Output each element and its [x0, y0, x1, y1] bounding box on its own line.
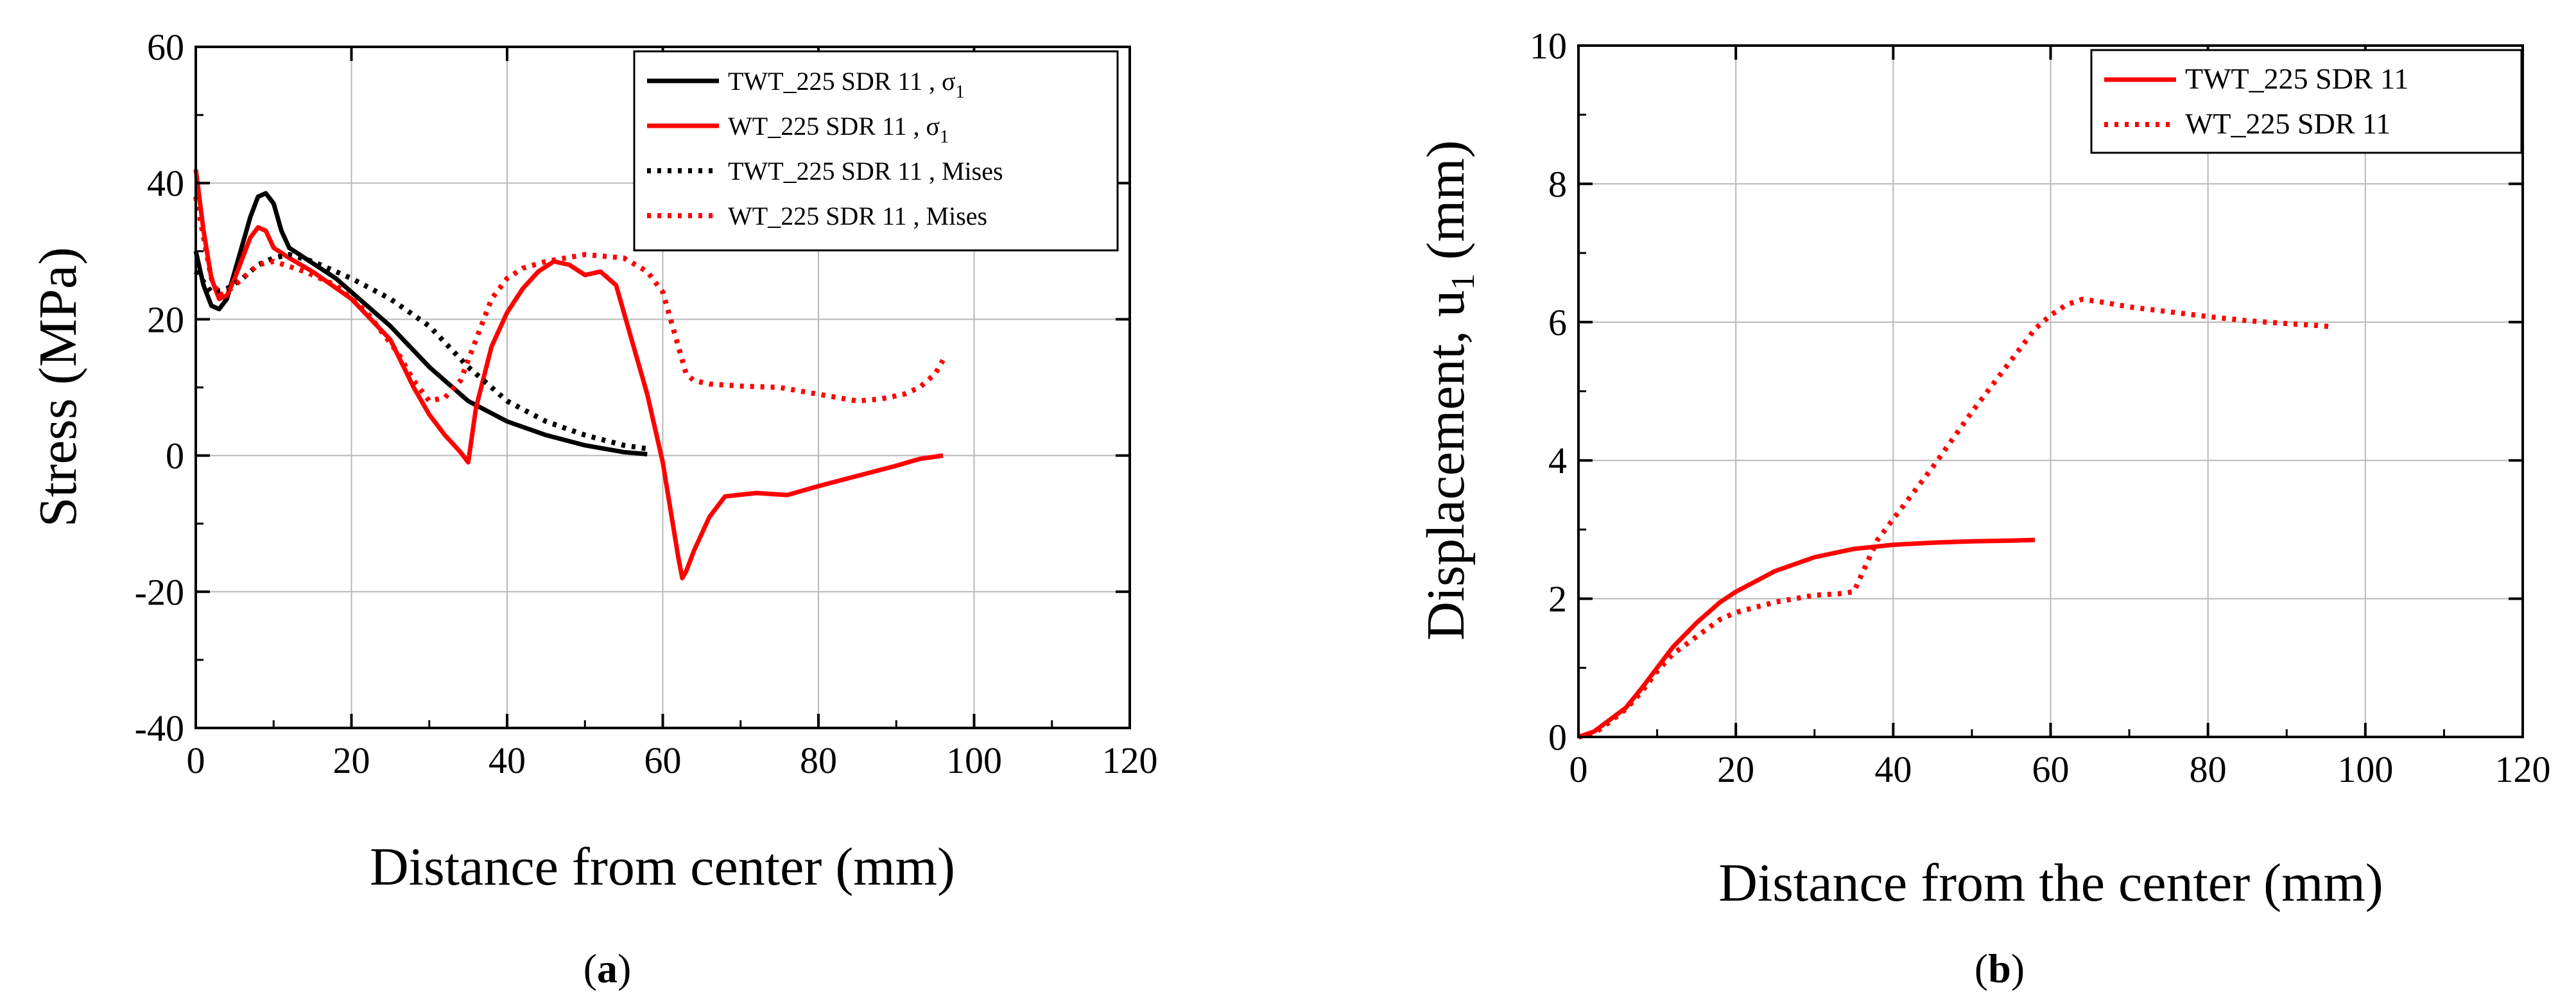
chart-a-x-tick-label: 120 [1102, 740, 1158, 781]
chart-b-x-tick-label: 40 [1874, 749, 1912, 790]
chart-a-series [193, 169, 946, 581]
chart-a-y-tick-label: 60 [147, 26, 184, 68]
chart-a-legend-label-text: WT_225 SDR 11 , σ [728, 112, 940, 141]
chart-a-legend-label-text: TWT_225 SDR 11 , Mises [728, 157, 1003, 186]
chart-b-legend: TWT_225 SDR 11 WT_225 SDR 11 [2090, 49, 2523, 154]
chart-a-caption-letter: a [597, 946, 618, 991]
chart-a-y-tick-label: -40 [135, 707, 184, 749]
chart-a-series-line-4 [193, 196, 946, 404]
chart-b-x-tick-label: 60 [2032, 749, 2070, 790]
chart-a-y-axis-label: Stress (MPa) [28, 247, 88, 527]
chart-b-tick-labels: 0 20 40 60 80 100 120 0 2 4 6 8 10 [1530, 25, 2551, 790]
chart-b-x-tick-label: 20 [1717, 749, 1754, 790]
chart-b-legend-label-2: WT_225 SDR 11 [2185, 107, 2390, 140]
chart-b-caption-close: ) [2011, 946, 2025, 991]
chart-b-y-tick-label: 2 [1548, 578, 1567, 620]
chart-a-series-line-1 [193, 191, 648, 456]
chart-a-x-tick-label: 0 [187, 740, 205, 781]
chart-a-x-axis-label: Distance from center (mm) [370, 837, 955, 897]
chart-a-caption-open: ( [583, 946, 597, 991]
chart-a-legend-label-text: WT_225 SDR 11 , Mises [728, 202, 987, 230]
chart-b-x-tick-label: 0 [1569, 749, 1588, 790]
chart-b-series [1577, 297, 2335, 740]
chart-a-caption-close: ) [618, 946, 631, 991]
chart-a-x-tick-label: 80 [800, 740, 837, 781]
chart-a-series-line-2 [193, 169, 944, 581]
chart-b-legend-label-text: WT_225 SDR 11 [2185, 107, 2390, 140]
chart-b-x-tick-label: 120 [2495, 749, 2551, 790]
chart-a-legend-label-subscript: 1 [940, 127, 949, 147]
chart-a-y-tick-label: 0 [166, 435, 184, 477]
chart-a-x-tick-label: 100 [946, 740, 1002, 781]
chart-b-caption-letter: b [1988, 946, 2011, 991]
chart-a-legend-label-3: TWT_225 SDR 11 , Mises [728, 157, 1003, 186]
chart-a-series-line-3 [193, 252, 648, 451]
chart-b-x-tick-label: 80 [2190, 749, 2227, 790]
chart-a: 0 20 40 60 80 100 120 -40 -20 0 20 40 60 Distance fr… [28, 26, 1158, 991]
chart-b-y-axis-label-subscript: 1 [1445, 273, 1482, 290]
chart-b-legend-label-1: TWT_225 SDR 11 [2185, 62, 2408, 95]
chart-b-caption-open: ( [1975, 946, 1988, 991]
chart-b-y-tick-label: 6 [1548, 302, 1567, 343]
chart-b-caption: (b) [1975, 946, 2025, 991]
chart-a-y-tick-label: -20 [135, 571, 184, 613]
chart-a-x-tick-label: 40 [488, 740, 526, 781]
chart-b-y-tick-label: 8 [1548, 163, 1567, 205]
chart-a-legend-label-4: WT_225 SDR 11 , Mises [728, 202, 987, 230]
chart-b-x-tick-label: 100 [2337, 749, 2393, 790]
chart-b-y-axis-label: Displacement, u1 (mm) [1416, 140, 1482, 640]
chart-b-y-tick-label: 0 [1548, 716, 1567, 758]
chart-a-ticks [194, 46, 1131, 729]
chart-a-x-tick-label: 60 [644, 740, 682, 781]
chart-b-legend-label-text: TWT_225 SDR 11 [2185, 62, 2408, 95]
chart-a-legend-box [633, 50, 1119, 252]
chart-a-caption: (a) [583, 946, 632, 991]
chart-a-legend-label-text: TWT_225 SDR 11 , σ [728, 67, 956, 96]
chart-b-y-axis-label-main: Displacement, u [1416, 290, 1476, 641]
chart-b-x-axis-label: Distance from the center (mm) [1718, 853, 2383, 913]
chart-b-legend-box [2090, 49, 2523, 154]
chart-b-series-line-1 [1577, 537, 2036, 740]
chart-b-y-tick-label: 10 [1530, 25, 1567, 67]
chart-a-y-tick-label: 20 [147, 299, 184, 340]
chart-a-y-tick-label: 40 [147, 162, 184, 204]
chart-b-y-tick-label: 4 [1548, 440, 1567, 481]
chart-a-legend-label-1: TWT_225 SDR 11 , σ1 [728, 67, 965, 102]
chart-a-tick-labels: 0 20 40 60 80 100 120 -40 -20 0 20 40 60 [135, 26, 1158, 781]
chart-b: 0 20 40 60 80 100 120 0 2 4 6 8 10 Distance from the… [1416, 25, 2551, 991]
chart-b-y-axis-label-unit: (mm) [1416, 140, 1476, 273]
chart-b-series-line-2 [1578, 297, 2335, 740]
chart-a-legend-label-subscript: 1 [956, 82, 965, 102]
chart-a-x-tick-label: 20 [333, 740, 370, 781]
chart-a-legend-label-2: WT_225 SDR 11 , σ1 [728, 112, 949, 147]
